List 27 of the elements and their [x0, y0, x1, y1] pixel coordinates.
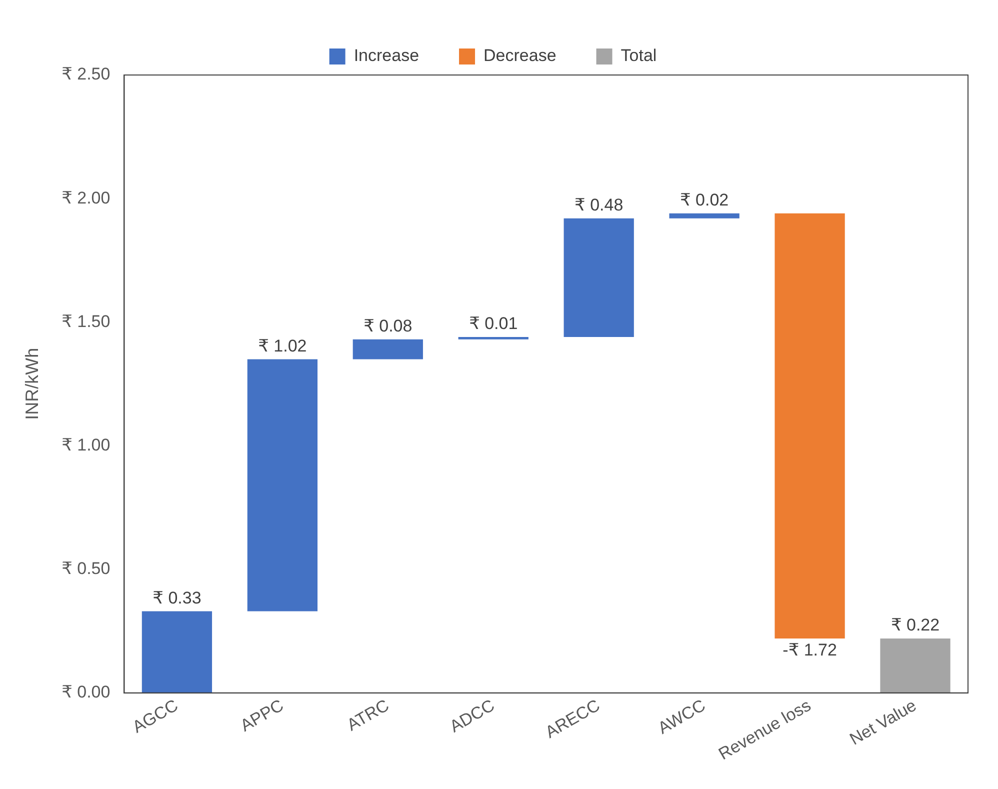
y-tick-label: ₹ 2.50 [62, 64, 110, 84]
bar [458, 336, 528, 340]
data-label: ₹ 0.22 [890, 616, 940, 635]
y-axis-title: INR/kWh [22, 348, 42, 420]
bar [774, 213, 845, 638]
data-label: ₹ 0.01 [469, 314, 518, 334]
y-tick-label: ₹ 0.50 [62, 558, 110, 578]
bar [880, 638, 950, 693]
bar [564, 218, 634, 337]
data-label: ₹ 0.33 [152, 588, 202, 608]
data-label: ₹ 0.02 [680, 190, 729, 210]
data-label: ₹ 1.02 [258, 336, 307, 356]
y-tick-label: ₹ 2.00 [62, 188, 110, 208]
x-tick-label: Net Value [846, 696, 920, 749]
bar [669, 213, 740, 218]
legend-label: Decrease [484, 46, 556, 66]
data-label: ₹ 0.48 [574, 196, 624, 215]
bar [142, 611, 212, 693]
data-label: ₹ 0.08 [364, 316, 412, 336]
y-tick-label: ₹ 1.50 [62, 312, 110, 331]
data-label: -₹ 1.72 [782, 640, 837, 660]
legend-label: Increase [354, 46, 420, 66]
legend-label: Total [620, 46, 657, 66]
y-tick-label: ₹ 1.00 [62, 435, 110, 454]
bar [247, 359, 318, 612]
y-tick-label: ₹ 0.00 [62, 682, 110, 702]
bar [352, 339, 423, 360]
